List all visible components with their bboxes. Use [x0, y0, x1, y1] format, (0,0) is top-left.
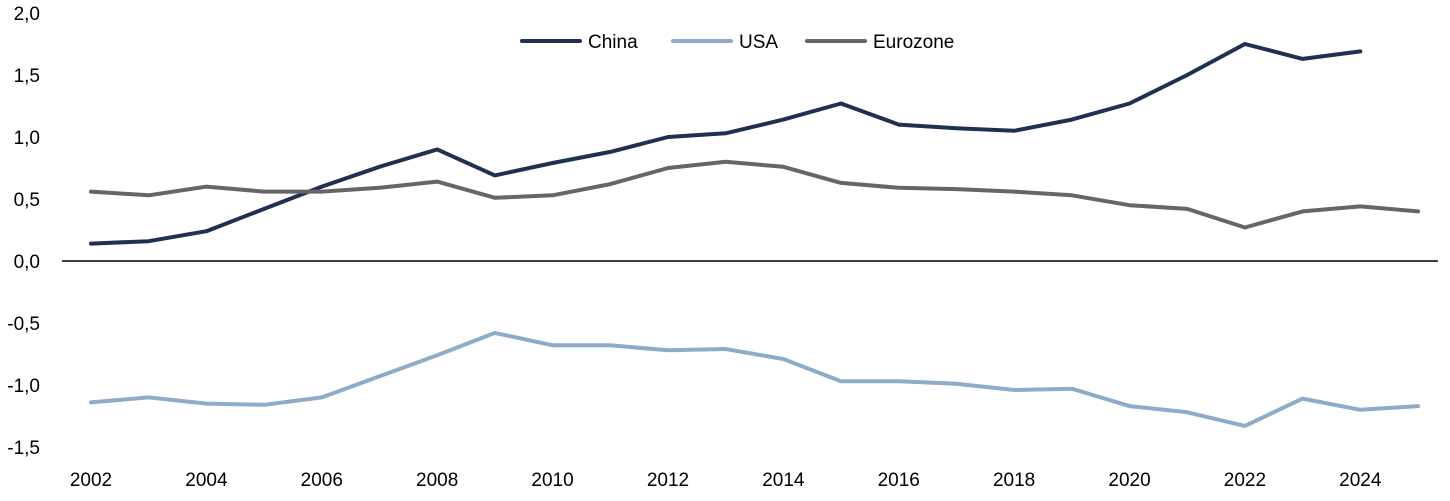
x-tick-label: 2016 [878, 470, 920, 491]
series-lines [89, 42, 1420, 428]
y-tick-label: 1,5 [14, 66, 40, 87]
x-tick-label: 2024 [1339, 470, 1382, 491]
x-tick-label: 2014 [762, 470, 805, 491]
x-tick-label: 2004 [185, 470, 228, 491]
x-tick-label: 2020 [1108, 470, 1150, 491]
y-tick-label: -0,5 [7, 314, 40, 335]
y-tick-label: 2,0 [14, 4, 40, 25]
x-tick-label: 2010 [531, 470, 573, 491]
x-tick-label: 2018 [993, 470, 1035, 491]
legend-label-eurozone: Eurozone [873, 32, 954, 53]
y-tick-label: 0,5 [14, 190, 40, 211]
series-line-china [89, 42, 1363, 246]
legend-label-china: China [588, 32, 638, 53]
x-tick-label: 2006 [301, 470, 343, 491]
series-line-eurozone [89, 159, 1420, 230]
x-tick-label: 2008 [416, 470, 458, 491]
x-tick-label: 2012 [647, 470, 689, 491]
series-line-usa [89, 330, 1420, 428]
y-tick-label: -1,5 [7, 438, 40, 459]
legend: China USA Eurozone [520, 32, 954, 53]
y-tick-label: -1,0 [7, 376, 40, 397]
y-axis-tick-labels: 2,0 1,5 1,0 0,5 0,0 -0,5 -1,0 -1,5 [7, 4, 40, 459]
y-tick-label: 0,0 [14, 252, 40, 273]
x-tick-label: 2002 [70, 470, 112, 491]
y-tick-label: 1,0 [14, 128, 40, 149]
x-axis-tick-labels: 2002 2004 2006 2008 2010 2012 2014 2016 2018 2020… [70, 470, 1382, 491]
x-tick-label: 2022 [1224, 470, 1266, 491]
legend-label-usa: USA [739, 32, 778, 53]
